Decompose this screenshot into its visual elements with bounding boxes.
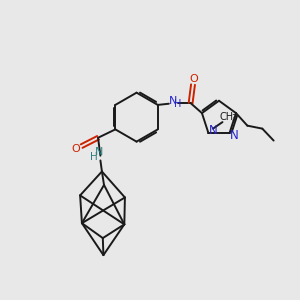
Text: N: N [209, 124, 218, 137]
Text: 3: 3 [232, 114, 237, 123]
Text: N: N [230, 129, 239, 142]
Text: O: O [189, 74, 198, 84]
Text: O: O [72, 144, 81, 154]
Text: H: H [174, 99, 181, 109]
Text: N: N [169, 96, 177, 106]
Text: CH: CH [220, 112, 234, 122]
Text: N: N [95, 147, 103, 157]
Text: H: H [90, 152, 98, 163]
